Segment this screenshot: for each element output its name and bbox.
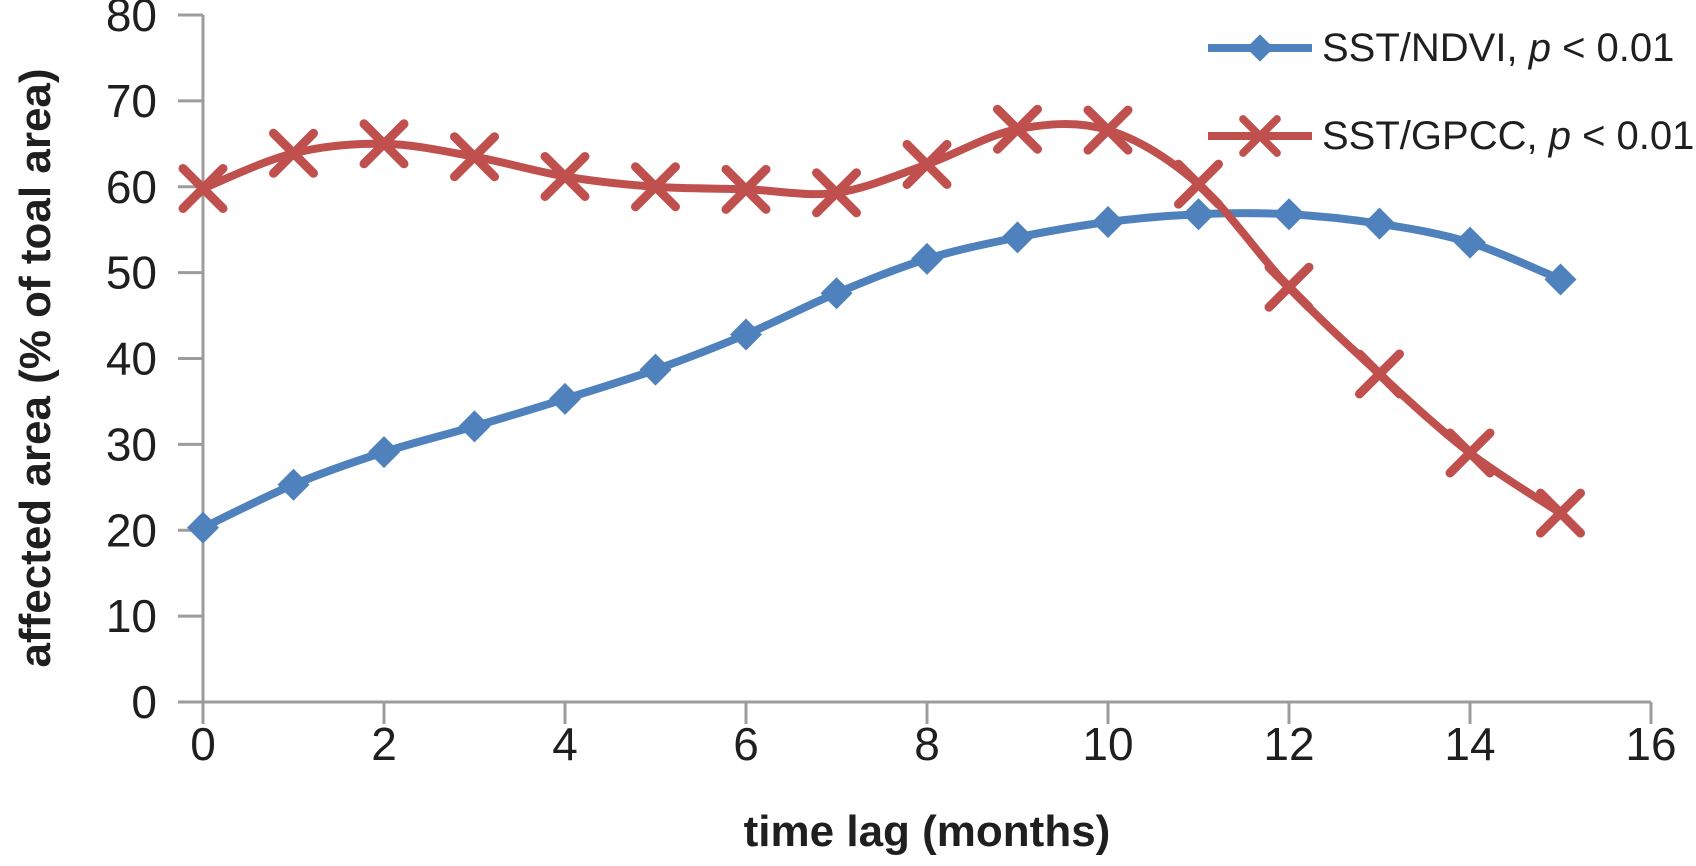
point-sst-ndvi-month-6 (730, 318, 762, 351)
x-axis-title: time lag (months) (743, 807, 1111, 856)
y-tick-label: 20 (106, 504, 157, 556)
x-marker-stroke (269, 128, 318, 178)
x-marker-stroke (359, 119, 409, 169)
point-sst-gpcc-month-7 (812, 168, 861, 218)
point-sst-ndvi-month-2 (368, 436, 400, 469)
y-tick-label: 70 (106, 75, 157, 127)
x-tick-label: 16 (1625, 718, 1676, 770)
point-sst-gpcc-month-8 (902, 139, 952, 189)
x-tick-label: 6 (733, 718, 759, 770)
y-tick-label: 60 (106, 161, 157, 213)
x-marker-stroke (1239, 115, 1281, 157)
point-sst-ndvi-month-8 (911, 242, 943, 275)
x-marker-stroke (540, 151, 590, 201)
y-tick-label: 50 (106, 247, 157, 299)
x-marker-stroke (631, 162, 680, 212)
point-sst-gpcc-month-12 (1264, 262, 1314, 312)
legend-label-suffix: < 0.01 (1570, 113, 1695, 158)
x-marker-stroke (450, 132, 499, 182)
point-sst-ndvi-month-15 (1544, 263, 1577, 296)
legend-label-sst-gpcc: SST/GPCC, p < 0.01 (1322, 114, 1694, 159)
legend-label-prefix: SST/NDVI, (1322, 25, 1529, 70)
legend-item-sst-gpcc: SST/GPCC, p < 0.01 (1206, 92, 1694, 180)
point-sst-ndvi-month-1 (277, 468, 310, 501)
y-axis-title: affected area (% of toal area) (10, 68, 60, 668)
legend-label-p: p (1548, 113, 1571, 158)
x-tick-label: 14 (1444, 718, 1495, 770)
series-layer (178, 104, 1585, 544)
legend-label-sst-ndvi: SST/NDVI, p < 0.01 (1322, 26, 1674, 71)
point-sst-ndvi-month-14 (1454, 226, 1486, 259)
point-sst-ndvi-month-11 (1182, 198, 1215, 231)
series-line-sst-gpcc (199, 120, 1565, 518)
point-sst-gpcc-month-14 (1445, 428, 1495, 478)
point-sst-gpcc-month-0 (178, 163, 228, 213)
series-sst-ndvi (187, 198, 1577, 544)
legend-item-sst-ndvi: SST/NDVI, p < 0.01 (1206, 4, 1694, 92)
point-sst-gpcc-month-9 (993, 104, 1042, 154)
x-tick-label: 8 (914, 718, 940, 770)
series-line-sst-ndvi (199, 209, 1565, 532)
x-tick-label: 0 (190, 718, 216, 770)
x-marker-stroke (1355, 349, 1404, 399)
y-tick-label: 80 (106, 0, 157, 41)
legend: SST/NDVI, p < 0.01 SST/GPCC, p < 0.01 (1206, 4, 1694, 180)
legend-sample-marker-diamond (1246, 34, 1274, 62)
legend-sample-marker-x (1239, 115, 1281, 157)
x-marker-stroke (1445, 428, 1495, 478)
point-sst-gpcc-month-10 (1083, 105, 1133, 155)
x-marker-stroke (1264, 262, 1314, 312)
x-marker-stroke (721, 164, 771, 214)
point-sst-ndvi-month-12 (1273, 198, 1305, 231)
x-tick-label: 12 (1263, 718, 1314, 770)
series-sst-gpcc (178, 104, 1585, 538)
point-sst-ndvi-month-4 (549, 382, 581, 415)
point-sst-gpcc-month-5 (631, 162, 680, 212)
point-sst-ndvi-month-9 (1001, 221, 1034, 254)
x-tick-label: 10 (1082, 718, 1133, 770)
y-tick-label: 40 (106, 333, 157, 385)
point-sst-ndvi-month-5 (639, 353, 672, 386)
axes: 0 10 20 30 40 50 60 70 80 0 2 4 6 8 10 12 14 16 (106, 0, 1677, 770)
x-marker-stroke (993, 104, 1042, 154)
series-markers-sst-gpcc (178, 104, 1585, 538)
y-tick-label: 30 (106, 418, 157, 470)
legend-line-sample-sst-ndvi (1208, 34, 1312, 62)
point-sst-ndvi-month-13 (1363, 207, 1396, 240)
point-sst-ndvi-month-7 (820, 277, 853, 310)
x-marker-stroke (1174, 159, 1223, 209)
legend-label-prefix: SST/GPCC, (1322, 113, 1549, 158)
point-sst-gpcc-month-13 (1355, 349, 1404, 399)
point-sst-ndvi-month-0 (187, 511, 219, 544)
x-tick-label: 4 (552, 718, 578, 770)
point-sst-gpcc-month-6 (721, 164, 771, 214)
point-sst-gpcc-month-4 (540, 151, 590, 201)
y-tick-label: 10 (106, 590, 157, 642)
series-markers-sst-ndvi (187, 198, 1577, 544)
point-sst-gpcc-month-2 (359, 119, 409, 169)
legend-label-suffix: < 0.01 (1550, 25, 1675, 70)
legend-line-sample-sst-gpcc (1208, 115, 1312, 157)
point-sst-ndvi-month-10 (1092, 205, 1124, 238)
y-tick-label: 0 (131, 676, 157, 728)
point-sst-ndvi-month-3 (458, 410, 491, 443)
x-marker-stroke (812, 168, 861, 218)
point-sst-gpcc-month-1 (269, 128, 318, 178)
point-sst-gpcc-month-15 (1536, 488, 1585, 538)
x-marker-stroke (178, 163, 228, 213)
x-marker-stroke (902, 139, 952, 189)
legend-label-p: p (1528, 25, 1551, 70)
x-tick-label: 2 (371, 718, 397, 770)
point-sst-gpcc-month-3 (450, 132, 499, 182)
x-marker-stroke (1536, 488, 1585, 538)
point-sst-gpcc-month-11 (1174, 159, 1223, 209)
x-marker-stroke (1083, 105, 1133, 155)
